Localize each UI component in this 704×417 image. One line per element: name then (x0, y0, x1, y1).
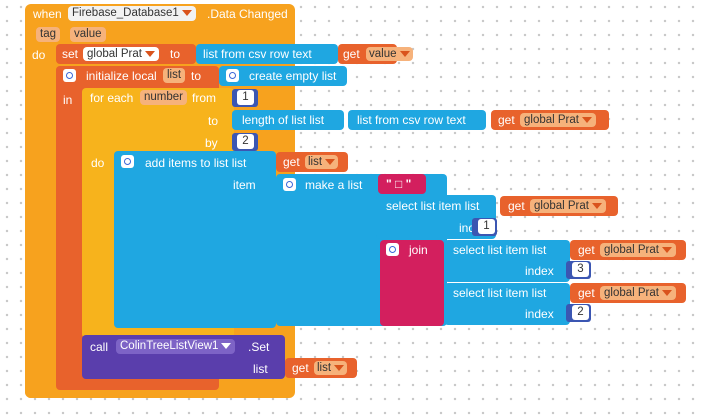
dropdown-arrow-icon (221, 342, 232, 349)
dropdown-arrow-icon (581, 116, 592, 123)
for-each-by-label: by (205, 136, 218, 150)
for-each-label: for each (90, 91, 134, 105)
index-1-value[interactable]: 1 (478, 219, 495, 234)
call-list-label: list (253, 362, 268, 376)
dropdown-arrow-icon (591, 202, 602, 209)
create-empty-gear-icon[interactable] (226, 69, 239, 82)
add-items-list-dropdown[interactable]: list (305, 155, 339, 169)
init-local-label: initialize local (86, 69, 157, 83)
to-get-var: global Prat (524, 114, 579, 126)
csv-row-block[interactable] (196, 44, 338, 64)
add-items-label: add items to list list (145, 156, 247, 170)
select-2-get-label: get (578, 243, 595, 257)
dropdown-arrow-icon (181, 9, 192, 16)
add-items-block[interactable] (114, 151, 276, 328)
create-empty-label: create empty list (249, 69, 337, 83)
init-local-to-label: to (191, 69, 202, 83)
init-local-gear-icon[interactable] (63, 69, 76, 82)
dropdown-arrow-icon (399, 50, 410, 57)
string-literal-value[interactable]: " □ " (386, 177, 412, 191)
get-value-var: value (369, 48, 397, 60)
string-literal-block[interactable] (378, 174, 426, 194)
from-number-value[interactable]: 1 (237, 90, 254, 105)
for-each-do-label: do (91, 156, 105, 170)
event-do-label: do (32, 48, 46, 62)
event-component-label: Firebase_Database1 (72, 7, 179, 19)
when-label: when (33, 7, 62, 21)
call-get-label: get (292, 361, 309, 375)
call-label: call (90, 340, 109, 354)
select-2-var-dropdown[interactable]: global Prat (600, 243, 676, 257)
add-items-list-var: list (308, 156, 323, 168)
set-to-label: to (170, 47, 181, 61)
dropdown-arrow-icon (661, 246, 672, 253)
init-local-in-label: in (63, 93, 73, 107)
param-tag[interactable]: tag (36, 27, 60, 42)
select-1-get-label: get (508, 199, 525, 213)
create-empty-list-block[interactable] (219, 66, 347, 86)
set-var-dropdown[interactable]: global Prat (83, 47, 159, 61)
select-item-3-label: select list item list (453, 286, 547, 300)
to-csv-row-block[interactable] (348, 110, 486, 130)
select-1-var-dropdown[interactable]: global Prat (530, 199, 606, 213)
join-label: join (409, 243, 428, 257)
set-label: set (62, 47, 79, 61)
for-each-var[interactable]: number (140, 90, 187, 105)
param-value[interactable]: value (70, 27, 106, 42)
init-local-var[interactable]: list (163, 68, 186, 83)
select-2-index-label: index (525, 264, 554, 278)
event-name-label: .Data Changed (207, 7, 288, 21)
get-value-label: get (343, 47, 360, 61)
call-method-label: .Set (248, 340, 270, 354)
call-get-list-dropdown[interactable]: list (314, 361, 348, 375)
join-gear-icon[interactable] (386, 243, 399, 256)
select-3-var: global Prat (604, 287, 659, 299)
add-items-gear-icon[interactable] (121, 155, 134, 168)
add-items-get-label: get (283, 155, 300, 169)
make-a-list-gear-icon[interactable] (283, 178, 296, 191)
select-item-2-block[interactable] (444, 240, 570, 282)
dropdown-arrow-icon (325, 158, 336, 165)
index-2-value[interactable]: 2 (572, 305, 589, 320)
select-3-index-label: index (525, 307, 554, 321)
get-value-dropdown[interactable]: value (366, 47, 413, 61)
select-3-get-label: get (578, 286, 595, 300)
for-each-to-label: to (208, 114, 219, 128)
to-get-label: get (498, 113, 515, 127)
csv-row-label: list from csv row text (203, 47, 312, 61)
select-item-2-label: select list item list (453, 243, 547, 257)
to-csv-row-label: list from csv row text (357, 113, 466, 127)
select-item-3-block[interactable] (444, 283, 570, 325)
make-a-list-label: make a list (305, 178, 363, 192)
to-get-var-dropdown[interactable]: global Prat (520, 113, 596, 127)
index-3-value[interactable]: 3 (572, 262, 589, 277)
call-component-dropdown[interactable]: ColinTreeListView1 (116, 339, 236, 354)
call-get-list-var: list (317, 362, 332, 374)
dropdown-arrow-icon (334, 364, 345, 371)
length-of-list-label: length of list list (242, 113, 325, 127)
event-component-dropdown[interactable]: Firebase_Database1 (68, 6, 196, 21)
dropdown-arrow-icon (661, 289, 672, 296)
select-3-var-dropdown[interactable]: global Prat (600, 286, 676, 300)
by-number-value[interactable]: 2 (237, 134, 254, 149)
length-of-list-block[interactable] (232, 110, 344, 130)
select-1-var: global Prat (534, 200, 589, 212)
select-item-1-label: select list item list (386, 199, 480, 213)
select-2-var: global Prat (604, 244, 659, 256)
add-items-item-label: item (233, 178, 256, 192)
for-each-from-label: from (192, 91, 216, 105)
set-var-label: global Prat (87, 48, 142, 60)
dropdown-arrow-icon (144, 50, 155, 57)
call-component-label: ColinTreeListView1 (120, 340, 219, 352)
